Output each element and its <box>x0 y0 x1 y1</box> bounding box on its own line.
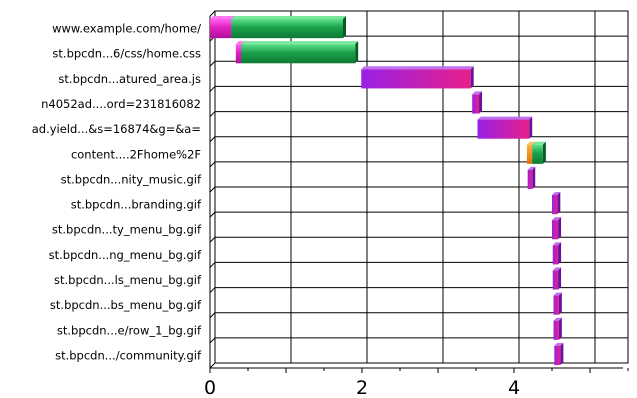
bar-side-face <box>557 192 561 215</box>
bar-top-face <box>527 166 536 170</box>
row-label: st.bpcdn...e/row_1_bg.gif <box>57 323 202 337</box>
row-joiner <box>209 136 216 143</box>
row-label: content....2Fhome%2F <box>71 147 201 161</box>
bar-segment-download <box>552 220 559 240</box>
row-joiner <box>209 111 216 117</box>
bars <box>210 16 564 365</box>
bar-top-face <box>552 192 561 195</box>
row-label: st.bpcdn...atured_area.js <box>58 72 201 86</box>
bar-side-face <box>532 166 536 189</box>
bar-top-face <box>477 116 533 120</box>
x-tick-label: 4 <box>508 377 520 398</box>
bar-top-face <box>472 91 483 95</box>
row-joiner <box>209 60 216 67</box>
row-label: www.example.com/home/ <box>52 22 201 36</box>
row-label: st.bpcdn...ty_menu_bg.gif <box>52 223 202 237</box>
row-label: st.bpcdn...nity_music.gif <box>61 172 202 186</box>
bar-side-face <box>558 267 562 290</box>
bar-side-face <box>558 317 562 340</box>
row-joiner <box>209 10 216 17</box>
row-joiner <box>209 211 216 218</box>
bar-side-face <box>343 16 346 39</box>
bar-side-face <box>558 292 562 315</box>
row-joiner <box>209 337 216 344</box>
x-tick-label: 2 <box>356 377 368 398</box>
bar-segment-download <box>552 195 558 215</box>
bar-segment-connect <box>231 19 343 39</box>
row-label: st.bpcdn...6/css/home.css <box>52 47 201 61</box>
bar-segment-download <box>552 245 559 265</box>
bar-segment-download <box>527 169 533 189</box>
row-joiner <box>209 362 216 369</box>
bar-side-face <box>355 41 359 64</box>
bar-side-face <box>470 66 474 89</box>
bar-side-face <box>529 116 533 139</box>
bar-segment-download <box>552 270 559 290</box>
row-label: n4052ad....ord=231816082 <box>41 97 201 111</box>
bar-top-face <box>361 66 474 70</box>
x-tick-label: 0 <box>204 377 216 398</box>
row-joiner <box>209 312 216 319</box>
axes <box>209 10 629 373</box>
bar-top-face <box>552 217 562 221</box>
bar-top-face <box>553 317 562 321</box>
bar-top-face <box>235 41 245 45</box>
row-joiner <box>209 86 216 92</box>
row-label: ad.yield...&s=16874&g=&a= <box>32 122 201 136</box>
bar-segment-download <box>472 94 480 114</box>
row-label: st.bpcdn...bs_menu_bg.gif <box>50 298 202 312</box>
x-tick-labels: 0 2 4 <box>204 377 520 398</box>
row-label: st.bpcdn...branding.gif <box>71 198 202 212</box>
bar-side-face <box>542 141 546 164</box>
row-joiner <box>209 262 216 268</box>
bar-top-face <box>553 292 562 296</box>
bar-side-face <box>479 91 483 114</box>
bar-top-face <box>526 141 536 145</box>
row-label: st.bpcdn...ls_menu_bg.gif <box>54 273 202 287</box>
bar-segment-dns <box>210 19 232 39</box>
bar-segment-dns <box>235 44 242 64</box>
bar-side-face <box>558 217 562 240</box>
bar-segment-download <box>553 320 559 340</box>
bar-segment-connect <box>532 144 543 164</box>
bar-top-face <box>241 41 359 45</box>
bar-segment-connect <box>241 44 356 64</box>
bar-segment-download <box>477 119 530 139</box>
bar-top-face <box>210 16 235 19</box>
bar-segment-download <box>554 345 561 365</box>
bar-top-face <box>231 16 346 19</box>
bar-segment-download <box>553 295 559 315</box>
bar-side-face <box>558 242 562 265</box>
bar-segment-download <box>361 69 471 89</box>
row-joiner <box>209 287 216 293</box>
row-label: st.bpcdn...ng_menu_bg.gif <box>49 248 202 262</box>
row-joiner <box>209 236 216 243</box>
row-labels: www.example.com/home/st.bpcdn...6/css/ho… <box>32 22 202 363</box>
bar-top-face <box>552 242 562 246</box>
row-joiner <box>209 161 216 168</box>
bar-top-face <box>552 267 562 271</box>
row-label: st.bpcdn.../community.gif <box>55 348 202 362</box>
row-joiner <box>209 186 216 193</box>
bar-top-face <box>554 342 564 346</box>
bar-side-face <box>560 342 564 365</box>
bar-top-face <box>532 141 546 145</box>
bar-segment-ssl <box>526 144 533 164</box>
